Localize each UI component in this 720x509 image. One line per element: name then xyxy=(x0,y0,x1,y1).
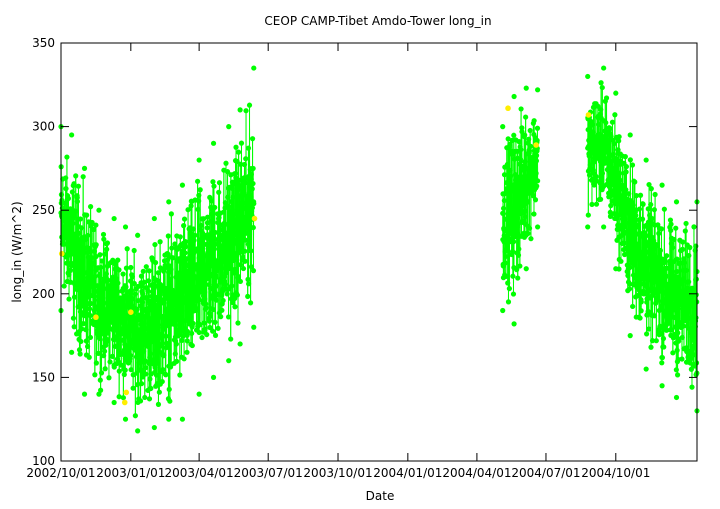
data-point xyxy=(585,74,590,79)
y-tick-label: 150 xyxy=(32,370,55,384)
highlight-point xyxy=(122,400,128,406)
series-segment-1 xyxy=(500,86,540,327)
data-point xyxy=(613,91,618,96)
x-tick-label: 2003/04/01 xyxy=(165,466,234,480)
data-point xyxy=(123,417,128,422)
data-point xyxy=(251,201,256,206)
data-point xyxy=(644,366,649,371)
data-point xyxy=(251,325,256,330)
x-tick-label: 2004/10/01 xyxy=(581,466,650,480)
data-point xyxy=(613,266,618,271)
data-point xyxy=(112,400,117,405)
highlight-point xyxy=(123,390,129,396)
data-point xyxy=(511,94,516,99)
data-point xyxy=(524,266,529,271)
data-point xyxy=(226,358,231,363)
data-point xyxy=(82,392,87,397)
data-point xyxy=(628,132,633,137)
x-axis-label: Date xyxy=(366,489,395,503)
data-point xyxy=(601,65,606,70)
data-point xyxy=(238,107,243,112)
data-point xyxy=(152,425,157,430)
data-point xyxy=(674,395,679,400)
data-point xyxy=(123,224,128,229)
y-tick-label: 250 xyxy=(32,203,55,217)
y-tick-label: 350 xyxy=(32,36,55,50)
highlight-point xyxy=(252,216,258,222)
y-tick-label: 200 xyxy=(32,287,55,301)
series-segment-2 xyxy=(585,65,699,413)
x-tick-label: 2003/10/01 xyxy=(303,466,372,480)
data-point xyxy=(197,157,202,162)
highlight-point xyxy=(93,314,99,320)
y-axis-label: long_in (W/m^2) xyxy=(10,201,24,302)
y-tick-label: 300 xyxy=(32,120,55,134)
data-point xyxy=(82,166,87,171)
data-point xyxy=(500,308,505,313)
data-point xyxy=(135,233,140,238)
data-point xyxy=(500,124,505,129)
data-point xyxy=(197,392,202,397)
data-point xyxy=(628,333,633,338)
data-point xyxy=(644,157,649,162)
data-point xyxy=(674,199,679,204)
x-tick-label: 2003/07/01 xyxy=(234,466,303,480)
data-point xyxy=(601,224,606,229)
data-point xyxy=(69,350,74,355)
data-point xyxy=(226,124,231,129)
data-point xyxy=(166,199,171,204)
highlight-point xyxy=(59,251,65,257)
data-point xyxy=(180,417,185,422)
x-tick-label: 2002/10/01 xyxy=(26,466,95,480)
data-point xyxy=(659,183,664,188)
x-tick-label: 2004/07/01 xyxy=(511,466,580,480)
data-point xyxy=(112,216,117,221)
data-point xyxy=(180,183,185,188)
plot-layer xyxy=(58,65,699,433)
highlight-point xyxy=(505,105,511,111)
highlight-point xyxy=(128,309,134,315)
data-point xyxy=(511,321,516,326)
chart-title: CEOP CAMP-Tibet Amdo-Tower long_in xyxy=(264,14,491,28)
data-point xyxy=(166,417,171,422)
data-point xyxy=(659,383,664,388)
data-point xyxy=(585,224,590,229)
data-point xyxy=(96,208,101,213)
highlight-point xyxy=(586,112,592,118)
x-tick-label: 2003/01/01 xyxy=(96,466,165,480)
data-point xyxy=(211,141,216,146)
data-point xyxy=(524,86,529,91)
x-tick-label: 2004/01/01 xyxy=(373,466,442,480)
data-point xyxy=(535,224,540,229)
highlight-point xyxy=(533,142,539,148)
data-point xyxy=(535,178,540,183)
data-point xyxy=(152,216,157,221)
data-point xyxy=(211,375,216,380)
x-tick-label: 2004/04/01 xyxy=(442,466,511,480)
data-point xyxy=(238,341,243,346)
data-point xyxy=(69,132,74,137)
data-point xyxy=(251,65,256,70)
series-segment-0 xyxy=(58,65,256,433)
data-point xyxy=(135,428,140,433)
data-point xyxy=(96,392,101,397)
data-point xyxy=(535,87,540,92)
